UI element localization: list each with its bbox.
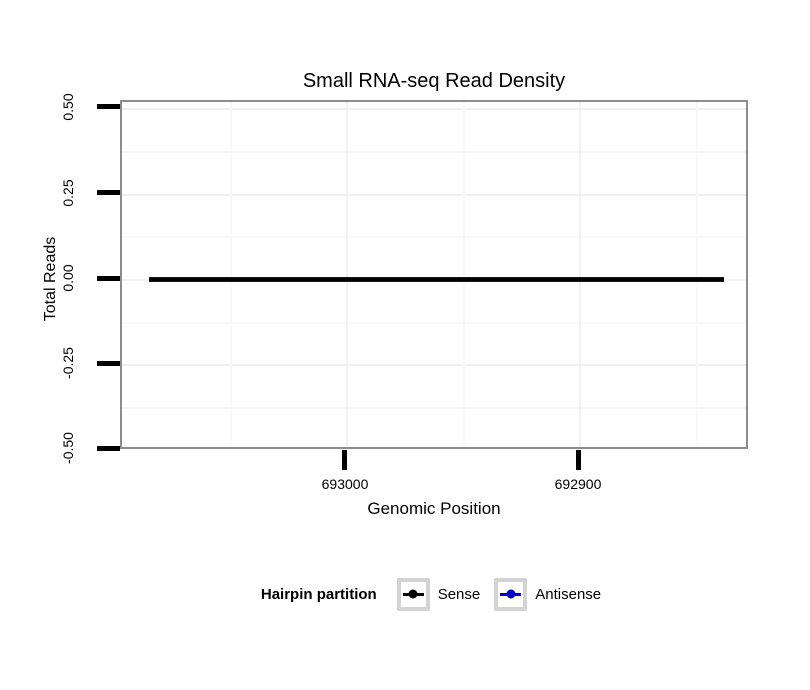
legend-key-sense xyxy=(396,577,430,611)
gridline-v-major xyxy=(346,102,348,447)
plot-panel xyxy=(120,100,748,449)
gridline-h-minor xyxy=(122,236,746,238)
y-tick-label: -0.25 xyxy=(60,347,76,379)
gridline-h-major xyxy=(122,364,746,366)
x-tick xyxy=(576,450,581,470)
gridline-v-minor xyxy=(463,102,465,447)
gridline-h-major xyxy=(122,108,746,110)
legend-title: Hairpin partition xyxy=(260,585,377,603)
x-tick-label: 693000 xyxy=(321,476,369,492)
gridline-h-minor xyxy=(122,407,746,409)
y-tick-label: 0.50 xyxy=(60,93,76,121)
y-tick xyxy=(97,446,120,451)
series-line-sense xyxy=(149,278,724,281)
chart-title: Small RNA-seq Read Density xyxy=(302,70,566,92)
legend-label-sense: Sense xyxy=(437,585,481,603)
y-tick xyxy=(97,276,120,281)
y-tick-label: -0.50 xyxy=(60,432,76,464)
y-axis-title: Total Reads xyxy=(42,236,59,322)
y-tick xyxy=(97,190,120,195)
y-tick-label: 0.25 xyxy=(60,179,76,207)
y-tick xyxy=(97,104,120,109)
x-axis-title: Genomic Position xyxy=(367,499,501,518)
series-line-antisense xyxy=(149,277,724,282)
y-tick xyxy=(97,361,120,366)
gridline-v-minor xyxy=(696,102,698,447)
gridline-h-major xyxy=(122,194,746,196)
x-tick-label: 692900 xyxy=(554,476,602,492)
gridline-h-minor xyxy=(122,322,746,324)
gridline-v-minor xyxy=(230,102,232,447)
gridline-v-major xyxy=(579,102,581,447)
legend-label-antisense: Antisense xyxy=(535,585,602,603)
legend-key-antisense xyxy=(494,577,528,611)
legend: Hairpin partition Sense Antisense xyxy=(26,576,810,612)
gridline-h-minor xyxy=(122,151,746,153)
x-tick xyxy=(342,450,347,470)
y-tick-label: 0.00 xyxy=(60,264,76,292)
sense-point-icon xyxy=(408,589,418,599)
antisense-point-icon xyxy=(506,589,516,599)
